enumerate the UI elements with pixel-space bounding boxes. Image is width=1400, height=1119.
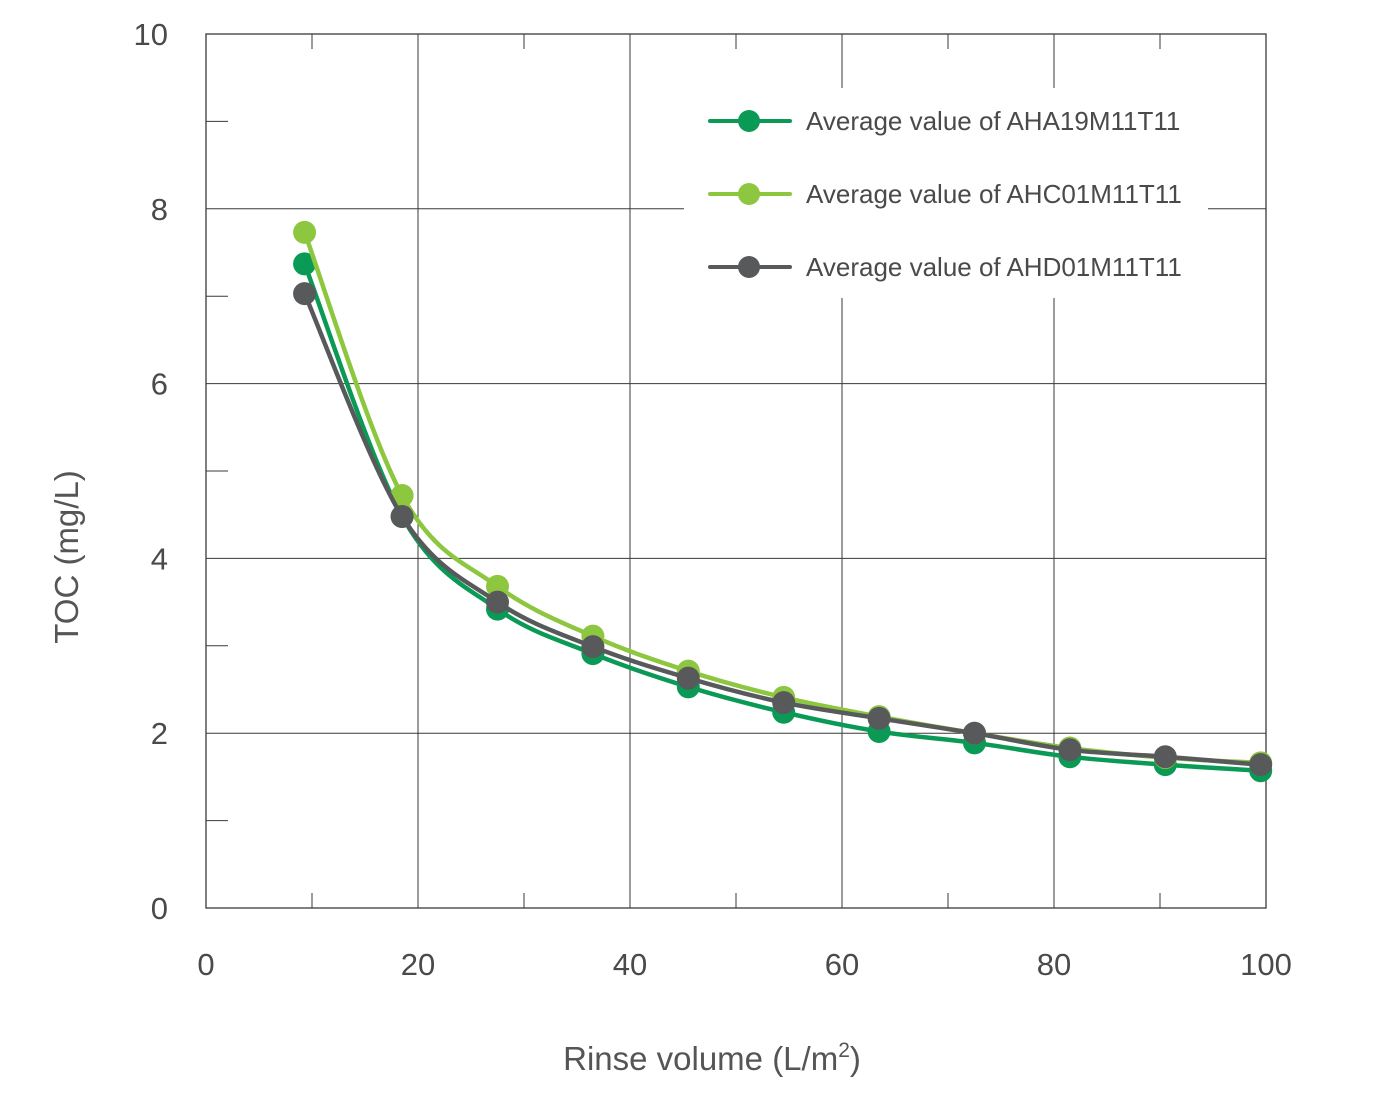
legend: Average value of AHA19M11T11 Average valu… [684, 88, 1208, 298]
x-axis-title-superscript: 2 [838, 1039, 850, 1062]
y-tick-label: 10 [134, 17, 168, 52]
x-tick-label: 0 [197, 947, 214, 982]
legend-swatch-marker [738, 183, 760, 205]
x-axis-title-suffix: ) [850, 1040, 861, 1077]
series-3 [293, 282, 1273, 777]
data-point [293, 282, 317, 306]
data-point [963, 721, 986, 745]
data-point [293, 220, 317, 244]
x-tick-label: 20 [401, 947, 435, 982]
data-point [581, 635, 605, 659]
x-tick-label: 40 [613, 947, 647, 982]
x-tick-label: 60 [825, 947, 859, 982]
data-point [772, 691, 796, 715]
legend-label: Average value of AHA19M11T11 [806, 106, 1180, 136]
x-axis-title: Rinse volume (L/m2) [563, 1039, 861, 1077]
data-point [867, 706, 891, 730]
legend-label: Average value of AHC01M11T11 [806, 179, 1182, 209]
y-tick-label: 2 [151, 716, 168, 751]
y-tick-label: 6 [151, 367, 168, 402]
data-point [486, 574, 509, 598]
x-axis-title-main: Rinse volume (L/m [563, 1040, 838, 1077]
y-tick-label: 0 [151, 891, 168, 926]
y-axis-title: TOC (mg/L) [48, 470, 85, 644]
series-line [302, 230, 1263, 766]
axes-layer [205, 33, 1267, 909]
data-point [1058, 738, 1082, 762]
series-layer [293, 220, 1273, 783]
data-point [293, 252, 317, 276]
legend-swatch-marker [738, 256, 760, 278]
y-tick-label: 4 [151, 541, 168, 576]
tick-label-layer: 0 20 40 60 80 100 0 2 4 6 8 10 [134, 17, 1292, 982]
x-tick-label: 100 [1240, 947, 1292, 982]
data-point [390, 504, 414, 528]
y-tick-label: 8 [151, 192, 168, 227]
data-point [486, 590, 509, 614]
legend-swatch-marker [738, 110, 760, 132]
data-point [390, 483, 414, 507]
data-point [1249, 753, 1273, 777]
data-point [1153, 745, 1177, 769]
x-tick-label: 80 [1037, 947, 1071, 982]
series-line [302, 291, 1263, 767]
legend-label: Average value of AHD01M11T11 [806, 252, 1182, 282]
data-point [676, 666, 700, 690]
